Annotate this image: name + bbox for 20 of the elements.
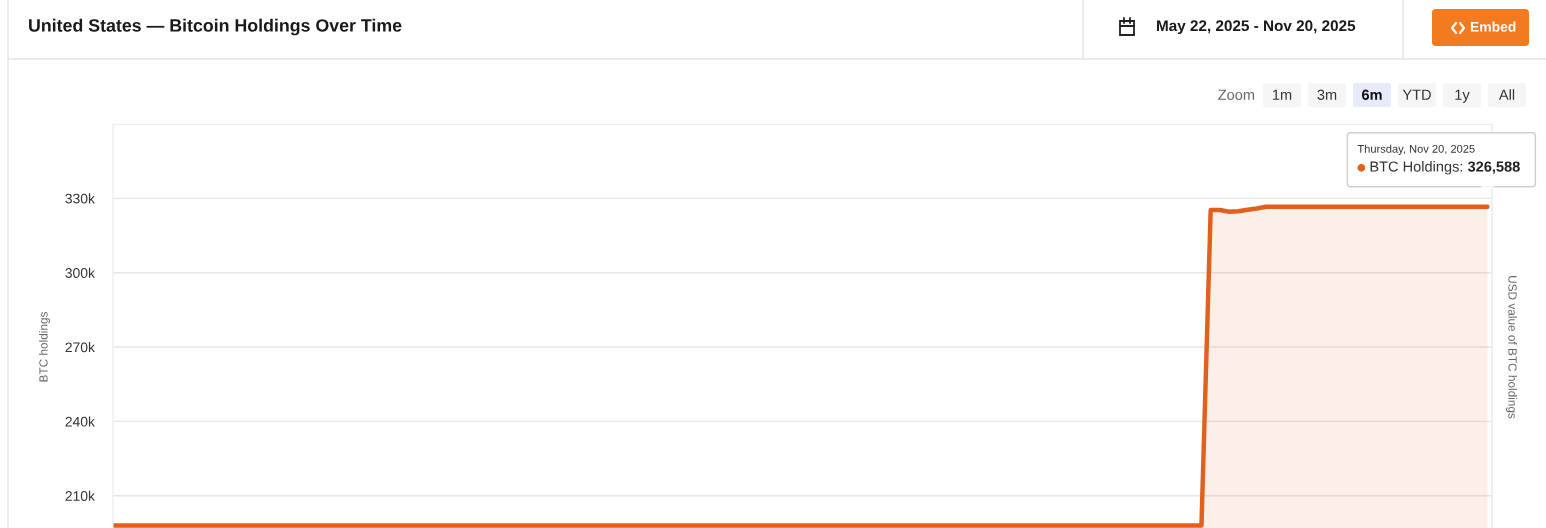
text: Embed [1470, 21, 1516, 32]
y-tick-label: 270k [65, 342, 95, 353]
y-tick-label: 330k [65, 193, 95, 204]
y-axis-title: BTC holdings [39, 311, 50, 382]
text: 1m [1272, 89, 1292, 100]
legend-label: BTC Holdings: [1370, 161, 1463, 175]
annotation: Thursday, Nov 20, 2025 [1357, 144, 1475, 155]
y-tick-label: 210k [65, 490, 95, 501]
y2-axis-title: USD value of BTC holdings [1506, 276, 1517, 419]
text: All [1498, 89, 1515, 100]
text: 3m [1317, 89, 1337, 100]
text: YTD [1402, 89, 1431, 100]
data-label: 326,588 [1467, 161, 1520, 174]
chart-subtitle: May 22, 2025 - Nov 20, 2025 [1157, 20, 1356, 35]
y-tick-label: 300k [65, 267, 95, 278]
chart-title: United States — Bitcoin Holdings Over Time [29, 18, 402, 36]
y-tick-label: 240k [65, 416, 95, 427]
text: 1y [1455, 89, 1470, 103]
text: Zoom [1218, 89, 1255, 100]
text: 6m [1361, 89, 1382, 100]
